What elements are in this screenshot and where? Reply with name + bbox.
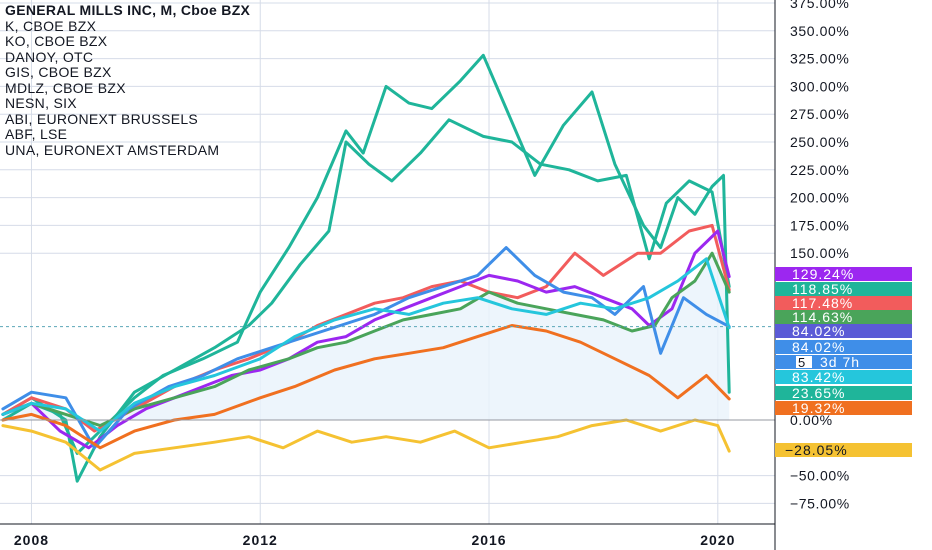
badge-label: 114.63%: [792, 309, 853, 325]
value-badge: [775, 310, 912, 324]
value-badges: 129.24%118.85%117.48%114.63%84.02%84.02%…: [775, 266, 912, 458]
badge-label: 83.42%: [792, 369, 845, 385]
badge-label: 118.85%: [792, 281, 853, 297]
y-tick-label: 225.00%: [790, 162, 849, 178]
legend-item[interactable]: NESN, SIX: [5, 95, 77, 111]
badge-prefix-box: [796, 356, 812, 368]
legend-item[interactable]: GIS, CBOE BZX: [5, 64, 112, 80]
legend-item[interactable]: MDLZ, CBOE BZX: [5, 79, 126, 96]
series-line: [1, 324, 731, 450]
y-tick-label: 0.00%: [790, 412, 833, 428]
badge-label: 84.02%: [792, 339, 845, 355]
series-line: [1, 257, 731, 433]
legend-main-title[interactable]: GENERAL MILLS INC, M, Cboe BZX: [5, 2, 251, 18]
value-badge: [775, 401, 912, 415]
legend-item[interactable]: ABI, EURONEXT BRUSSELS: [5, 110, 199, 127]
value-badge: [775, 267, 912, 281]
y-tick-label: 325.00%: [790, 51, 849, 67]
x-tick-label: 2016: [471, 532, 506, 548]
badge-label: 129.24%: [792, 266, 854, 282]
y-tick-label: 350.00%: [790, 23, 849, 39]
legend-item[interactable]: UNA, EURONEXT AMSTERDAM: [5, 141, 220, 158]
badge-label: 3d 7h: [820, 354, 860, 370]
legend-item[interactable]: KO, CBOE BZX: [5, 33, 108, 49]
value-badge: [775, 370, 912, 384]
badge-label: 23.65%: [792, 385, 845, 401]
y-tick-label: 375.00%: [790, 0, 849, 11]
badge-label: −28.05%: [785, 442, 848, 458]
badge-prefix: 5: [798, 355, 805, 370]
x-tick-label: 2020: [700, 532, 735, 548]
badge-label: 117.48%: [792, 295, 853, 311]
x-tick-label: 2012: [243, 532, 278, 548]
series-line: [1, 418, 731, 472]
axes: 375.00% 350.00% 325.00% 300.00% 275.00% 250.0…: [0, 0, 850, 550]
series-line: [1, 229, 731, 450]
y-tick-label: 200.00%: [790, 190, 849, 206]
badge-label: 19.32%: [792, 400, 845, 416]
area-fill: [2, 253, 730, 426]
area-fill-gis: [2, 253, 730, 426]
value-badge: [775, 282, 912, 296]
value-badge: [775, 340, 912, 354]
y-tick-label: 300.00%: [790, 78, 849, 94]
y-tick-label: −50.00%: [790, 468, 850, 484]
badge-label: 84.02%: [792, 323, 845, 339]
y-tick-label: 275.00%: [790, 106, 849, 122]
series-line: [1, 118, 731, 483]
series-line: [1, 53, 731, 455]
legend-item[interactable]: DANOY, OTC: [5, 48, 94, 65]
value-badge: [775, 443, 912, 457]
y-tick-label: 250.00%: [790, 134, 849, 150]
y-tick-label: −75.00%: [790, 495, 850, 511]
legend: GENERAL MILLS INC, M, Cboe BZX K, CBOE B…: [5, 2, 251, 158]
x-tick-label: 2008: [14, 532, 49, 548]
value-badge: [775, 296, 912, 310]
legend-item[interactable]: ABF, LSE: [5, 126, 68, 142]
y-tick-label: 175.00%: [790, 217, 849, 233]
legend-item[interactable]: K, CBOE BZX: [5, 17, 97, 34]
series-line: [1, 251, 731, 428]
value-badge: [775, 386, 912, 400]
value-badge: [775, 324, 912, 338]
y-tick-label: 150.00%: [790, 245, 849, 261]
series-lines: [1, 53, 731, 483]
